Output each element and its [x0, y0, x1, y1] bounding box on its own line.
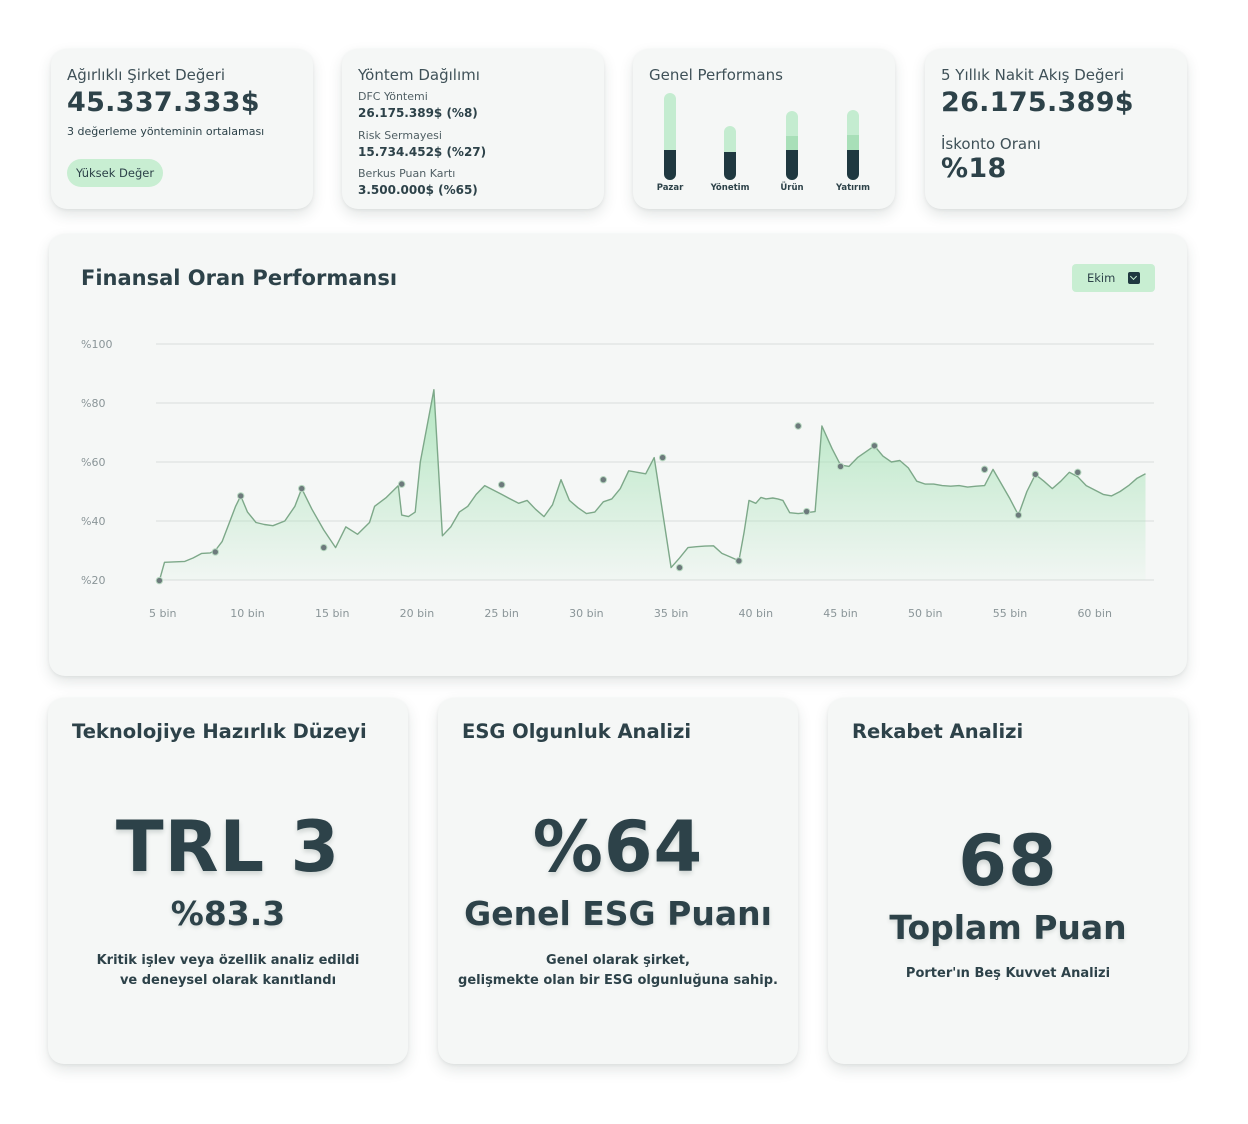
- trl-description-line2: ve deneysel olarak kanıtlandı: [119, 973, 337, 988]
- x-tick-label: 20 bin: [400, 607, 435, 620]
- performance-bar: [786, 111, 798, 180]
- x-tick-label: 10 bin: [230, 607, 265, 620]
- method-label: DFC Yöntemi: [358, 90, 428, 103]
- technology-readiness-card: Teknolojiye Hazırlık Düzeyi TRL 3 %83.3 …: [48, 698, 408, 1064]
- competition-score: 68: [958, 820, 1058, 902]
- y-tick-label: %60: [81, 456, 105, 469]
- data-point[interactable]: [1014, 511, 1023, 519]
- high-value-badge: Yüksek Değer: [67, 159, 164, 187]
- performance-bar-label: Yönetim: [710, 183, 750, 193]
- x-tick-label: 45 bin: [823, 607, 858, 620]
- data-point[interactable]: [155, 576, 164, 585]
- y-tick-label: %100: [81, 338, 112, 351]
- data-point[interactable]: [794, 422, 802, 430]
- series-area: [159, 389, 1146, 581]
- performance-bar: [664, 93, 676, 180]
- method-distribution-title: Yöntem Dağılımı: [358, 66, 480, 84]
- data-point[interactable]: [658, 453, 667, 462]
- esg-description-line2: gelişmekte olan bir ESG olgunluğuna sahi…: [458, 973, 778, 988]
- company-value-subtitle: 3 değerleme yönteminin ortalaması: [67, 125, 265, 138]
- general-performance-title: Genel Performans: [649, 66, 783, 84]
- company-value-amount: 45.337.333$: [67, 87, 260, 118]
- x-tick-label: 60 bin: [1077, 607, 1112, 620]
- esg-maturity-card: ESG Olgunluk Analizi %64 Genel ESG Puanı…: [438, 698, 798, 1064]
- x-tick-label: 35 bin: [654, 607, 689, 620]
- series-line: [158, 389, 1146, 581]
- data-point[interactable]: [836, 462, 845, 471]
- discount-rate-label: İskonto Oranı: [941, 135, 1041, 153]
- cash-flow-amount: 26.175.389$: [941, 87, 1134, 118]
- chart-title: Finansal Oran Performansı: [81, 266, 398, 290]
- esg-description-line1: Genel olarak şirket,: [546, 953, 690, 968]
- performance-bar: [847, 109, 859, 180]
- y-tick-label: %80: [81, 397, 105, 410]
- data-point[interactable]: [497, 481, 506, 489]
- competition-analysis-card: Rekabet Analizi 68 Toplam Puan Porter'ın…: [828, 698, 1188, 1064]
- data-point[interactable]: [870, 442, 879, 450]
- cash-flow-card: 5 Yıllık Nakit Akış Değeri 26.175.389$ İ…: [925, 49, 1187, 209]
- data-point[interactable]: [1074, 468, 1082, 477]
- month-select[interactable]: Ekim: [1072, 264, 1155, 292]
- method-value: 15.734.452$ (%27): [358, 145, 487, 159]
- cash-flow-title: 5 Yıllık Nakit Akış Değeri: [941, 66, 1125, 84]
- method-value: 26.175.389$ (%8): [358, 106, 478, 120]
- data-point[interactable]: [675, 563, 684, 572]
- x-tick-label: 5 bin: [149, 607, 177, 620]
- company-value-title: Ağırlıklı Şirket Değeri: [67, 66, 225, 84]
- data-point[interactable]: [599, 476, 608, 484]
- data-point[interactable]: [980, 465, 989, 474]
- method-distribution-card: Yöntem Dağılımı DFC Yöntemi 26.175.389$ …: [342, 49, 604, 209]
- x-tick-label: 40 bin: [739, 607, 774, 620]
- data-point[interactable]: [320, 543, 328, 552]
- competition-analysis-title: Rekabet Analizi: [852, 720, 1024, 743]
- esg-score-label: Genel ESG Puanı: [464, 894, 772, 933]
- performance-bar-label: Pazar: [656, 183, 684, 193]
- esg-percent: %64: [532, 806, 704, 888]
- data-point[interactable]: [211, 548, 220, 556]
- method-label: Berkus Puan Kartı: [358, 167, 456, 180]
- month-select-value: Ekim: [1087, 271, 1116, 285]
- data-point[interactable]: [298, 484, 306, 493]
- data-point[interactable]: [397, 480, 406, 488]
- data-point[interactable]: [802, 507, 811, 516]
- x-tick-label: 15 bin: [315, 607, 350, 620]
- data-point[interactable]: [237, 492, 245, 500]
- x-tick-label: 50 bin: [908, 607, 943, 620]
- x-tick-label: 30 bin: [569, 607, 604, 620]
- financial-ratio-chart: %100 %80 %60 %40 %20 5 bin 10 bin 15 bin 20 bin 2…: [81, 338, 1154, 620]
- performance-bar-label: Yatırım: [835, 183, 871, 193]
- performance-bar-label: Ürün: [780, 183, 804, 193]
- x-tick-label: 55 bin: [993, 607, 1028, 620]
- data-point[interactable]: [1031, 470, 1040, 479]
- discount-rate-value: %18: [941, 153, 1007, 184]
- trl-percent: %83.3: [170, 894, 286, 933]
- competition-description: Porter'ın Beş Kuvvet Analizi: [905, 966, 1111, 981]
- y-tick-label: %20: [81, 574, 105, 587]
- esg-maturity-title: ESG Olgunluk Analizi: [462, 720, 692, 743]
- trl-level: TRL 3: [115, 806, 341, 888]
- y-tick-label: %40: [81, 515, 105, 528]
- financial-ratio-chart-card: %100 %80 %60 %40 %20 5 bin 10 bin 15 bin 20 bin 2…: [49, 234, 1187, 676]
- chevron-down-icon[interactable]: [1128, 272, 1140, 284]
- method-value: 3.500.000$ (%65): [358, 183, 478, 197]
- competition-score-label: Toplam Puan: [889, 908, 1127, 947]
- data-point[interactable]: [735, 557, 743, 565]
- performance-bar: [724, 126, 736, 180]
- technology-readiness-title: Teknolojiye Hazırlık Düzeyi: [72, 720, 367, 743]
- trl-description-line1: Kritik işlev veya özellik analiz edildi: [96, 953, 360, 968]
- method-label: Risk Sermayesi: [358, 129, 442, 142]
- x-tick-label: 25 bin: [484, 607, 519, 620]
- general-performance-card: Genel Performans Pazar Yönetim Ürün Yatırım: [633, 49, 895, 209]
- company-value-card: Ağırlıklı Şirket Değeri 45.337.333$ 3 de…: [51, 49, 313, 209]
